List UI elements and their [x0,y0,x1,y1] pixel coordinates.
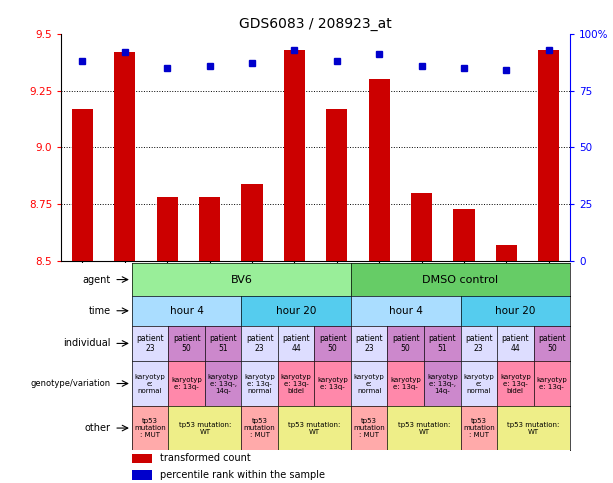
Text: tp53 mutation:
WT: tp53 mutation: WT [398,422,450,435]
Text: karyotyp
e: 13q-,
14q-: karyotyp e: 13q-, 14q- [427,373,458,394]
Text: patient
23: patient 23 [356,334,383,353]
Text: patient
50: patient 50 [538,334,566,353]
Bar [199,197,220,261]
Bar [411,193,432,261]
Text: hour 4: hour 4 [170,306,204,316]
Text: hour 20: hour 20 [495,306,536,316]
Text: tp53
mutation
: MUT: tp53 mutation : MUT [353,418,385,438]
Text: patient
51: patient 51 [428,334,456,353]
Text: other: other [85,423,111,433]
Bar [132,470,152,480]
Text: patient
50: patient 50 [173,334,200,353]
Text: patient
44: patient 44 [283,334,310,353]
Bar [114,52,135,261]
Text: percentile rank within the sample: percentile rank within the sample [160,470,325,480]
Text: karyotyp
e: 13q-,
14q-: karyotyp e: 13q-, 14q- [208,373,238,394]
Text: karyotyp
e: 13q-: karyotyp e: 13q- [171,377,202,390]
Text: karyotyp
e:
normal: karyotyp e: normal [135,373,166,394]
Text: tp53 mutation:
WT: tp53 mutation: WT [178,422,231,435]
Text: patient
44: patient 44 [501,334,529,353]
Bar [157,197,178,261]
Text: patient
23: patient 23 [246,334,273,353]
Text: patient
50: patient 50 [392,334,419,353]
Bar [368,79,390,261]
Text: agent: agent [82,274,111,284]
Text: individual: individual [63,339,111,348]
Text: genotype/variation: genotype/variation [31,379,111,388]
Text: BV6: BV6 [230,274,253,284]
Text: patient
23: patient 23 [136,334,164,353]
Text: tp53
mutation
: MUT: tp53 mutation : MUT [244,418,275,438]
Text: karyotyp
e:
normal: karyotyp e: normal [354,373,384,394]
Text: karyotyp
e: 13q-: karyotyp e: 13q- [318,377,348,390]
Bar [496,245,517,261]
Text: tp53 mutation:
WT: tp53 mutation: WT [508,422,560,435]
Text: hour 4: hour 4 [389,306,423,316]
Title: GDS6083 / 208923_at: GDS6083 / 208923_at [239,17,392,31]
Text: tp53
mutation
: MUT: tp53 mutation : MUT [134,418,166,438]
Text: transformed count: transformed count [160,454,251,464]
Bar [454,209,474,261]
Bar [242,184,263,261]
Text: DMSO control: DMSO control [422,274,498,284]
Bar [284,50,305,261]
Text: patient
51: patient 51 [209,334,237,353]
Bar [326,109,348,261]
Text: karyotyp
e: 13q-
bidel: karyotyp e: 13q- bidel [500,373,531,394]
Text: tp53 mutation:
WT: tp53 mutation: WT [288,422,341,435]
Bar [538,50,560,261]
Text: hour 20: hour 20 [276,306,316,316]
Text: karyotyp
e: 13q-
bidel: karyotyp e: 13q- bidel [281,373,311,394]
Text: patient
23: patient 23 [465,334,493,353]
Text: karyotyp
e: 13q-: karyotyp e: 13q- [390,377,421,390]
Bar [132,454,152,463]
Text: patient
50: patient 50 [319,334,346,353]
Text: time: time [88,306,111,316]
Text: karyotyp
e: 13q-: karyotyp e: 13q- [536,377,567,390]
Text: karyotyp
e:
normal: karyotyp e: normal [463,373,494,394]
Bar [72,109,93,261]
Text: karyotyp
e: 13q-
normal: karyotyp e: 13q- normal [244,373,275,394]
Text: tp53
mutation
: MUT: tp53 mutation : MUT [463,418,495,438]
